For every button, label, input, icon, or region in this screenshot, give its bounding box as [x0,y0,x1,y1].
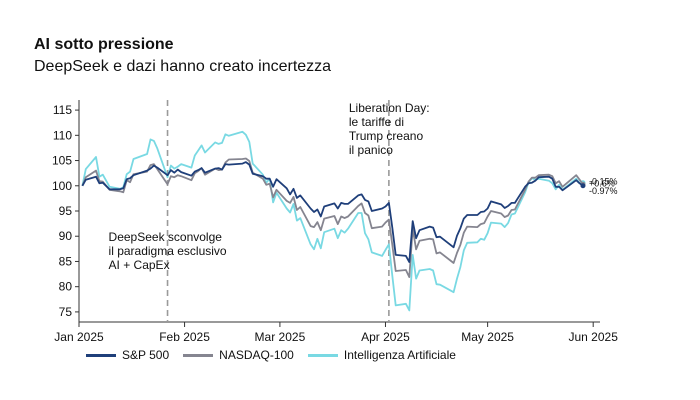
event-annotation-line: il paradigma esclusivo [109,244,227,258]
legend-label-ai: Intelligenza Artificiale [343,348,456,362]
x-tick-label: Apr 2025 [361,330,410,344]
y-tick-label: 90 [59,229,73,243]
x-tick-label: May 2025 [461,330,514,344]
series-end-label: +0.6% [589,179,615,189]
x-tick-label: Mar 2025 [255,330,306,344]
series-line [81,157,584,279]
series-end-label: -0.15% [589,176,618,186]
event-annotation-line: DeepSeek sconvolge [109,230,223,244]
y-tick-label: 115 [53,103,72,117]
chart-title: AI sotto pressione [34,36,174,53]
legend-label-sp500: S&P 500 [122,348,170,362]
series-line [81,161,584,263]
y-tick-label: 110 [53,128,72,142]
y-tick-label: 105 [52,154,72,168]
legend-swatch-nasdaq100 [183,353,214,357]
legend-item-ai[interactable]: Intelligenza Artificiale [307,348,456,362]
y-tick-label: 100 [52,179,72,193]
chart-subtitle: DeepSeek e dazi hanno creato incertezza [34,58,332,75]
legend-swatch-sp500 [86,353,116,357]
y-tick-label: 75 [59,305,73,319]
legend-item-nasdaq100[interactable]: NASDAQ-100 [183,348,294,362]
series-end-label: -0.97% [589,186,618,196]
legend-label-nasdaq100: NASDAQ-100 [219,348,294,362]
series-line [81,130,584,312]
event-annotation-line: le tariffe di [349,115,404,129]
event-annotation-line: Liberation Day: [349,101,430,115]
event-annotation-line: il panico [349,143,393,157]
series-end-marker [580,183,586,189]
y-tick-label: 85 [59,254,73,268]
x-tick-label: Jun 2025 [568,330,618,344]
legend: S&P 500 NASDAQ-100 Intelligenza Artifici… [86,348,470,362]
x-tick-label: Jan 2025 [54,330,104,344]
legend-swatch-ai [307,353,338,357]
x-tick-label: Feb 2025 [159,330,210,344]
legend-item-sp500[interactable]: S&P 500 [86,348,169,362]
y-tick-label: 80 [59,280,73,294]
y-tick-label: 95 [59,204,73,218]
event-annotation-line: Trump creano [349,129,424,143]
event-annotation-line: AI + CapEx [109,258,170,272]
